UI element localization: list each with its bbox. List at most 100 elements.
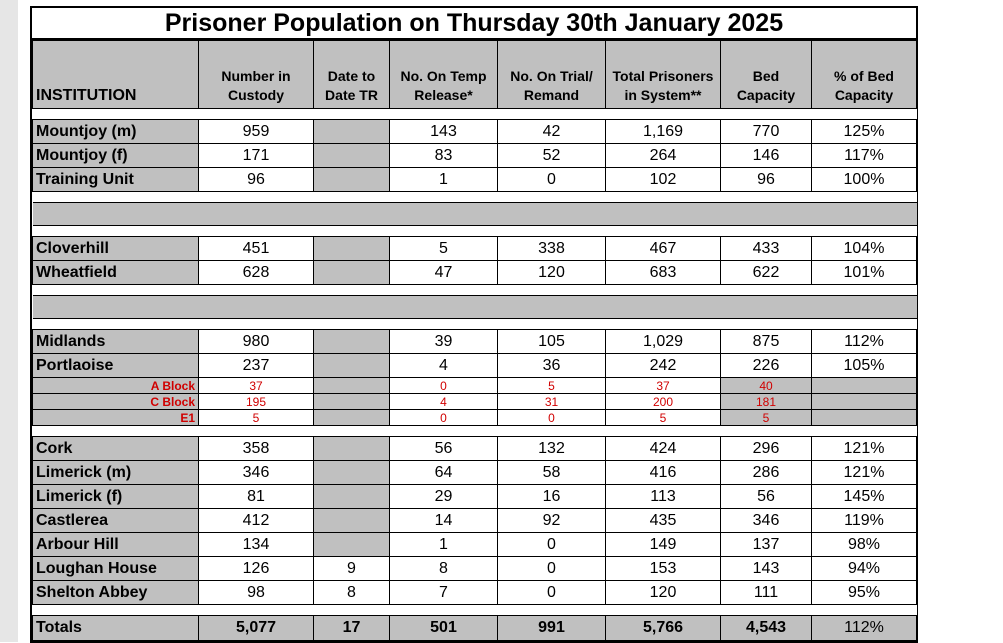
table-row: Loughan House 126 9 8 0 153 143 94% xyxy=(32,556,917,581)
total-custody: 5,077 xyxy=(198,615,314,641)
cell-date xyxy=(313,236,390,261)
cell-trial: 5 xyxy=(497,377,606,394)
page-title: Prisoner Population on Thursday 30th Jan… xyxy=(32,8,916,40)
spacer-row xyxy=(32,318,917,330)
cell-custody: 171 xyxy=(198,143,314,168)
cell-pct xyxy=(811,377,917,394)
cell-pct: 101% xyxy=(811,260,917,285)
cell-temp: 56 xyxy=(389,436,498,461)
institution-name: Limerick (m) xyxy=(32,460,199,485)
left-margin xyxy=(0,0,18,642)
cell-date xyxy=(313,260,390,285)
table-row: Training Unit 96 1 0 102 96 100% xyxy=(32,167,917,192)
cell-total: 5 xyxy=(605,409,721,426)
cell-date xyxy=(313,409,390,426)
cell-date xyxy=(313,119,390,144)
total-total: 5,766 xyxy=(605,615,721,641)
cell-pct: 95% xyxy=(811,580,917,605)
header-bed-capacity: Bed Capacity xyxy=(720,40,812,109)
cell-temp: 0 xyxy=(389,409,498,426)
spacer-row xyxy=(32,284,917,296)
cell-trial: 58 xyxy=(497,460,606,485)
cell-total: 1,029 xyxy=(605,329,721,354)
cell-pct: 117% xyxy=(811,143,917,168)
cell-date xyxy=(313,393,390,410)
cell-custody: 346 xyxy=(198,460,314,485)
institution-name: E1 xyxy=(32,409,199,426)
table-row: Mountjoy (f) 171 83 52 264 146 117% xyxy=(32,143,917,168)
table-row: Shelton Abbey 98 8 7 0 120 111 95% xyxy=(32,580,917,605)
cell-pct xyxy=(811,409,917,426)
header-trial-remand: No. On Trial/Remand xyxy=(497,40,606,109)
cell-bed: 226 xyxy=(720,353,812,378)
header-institution: INSTITUTION xyxy=(32,40,199,109)
cell-total: 264 xyxy=(605,143,721,168)
cell-trial: 338 xyxy=(497,236,606,261)
cell-custody: 195 xyxy=(198,393,314,410)
total-bed: 4,543 xyxy=(720,615,812,641)
cell-bed: 770 xyxy=(720,119,812,144)
cell-trial: 31 xyxy=(497,393,606,410)
total-pct: 112% xyxy=(811,615,917,641)
cell-bed: 56 xyxy=(720,484,812,509)
cell-temp: 4 xyxy=(389,393,498,410)
cell-temp: 1 xyxy=(389,532,498,557)
cell-bed: 96 xyxy=(720,167,812,192)
cell-date xyxy=(313,484,390,509)
cell-pct: 119% xyxy=(811,508,917,533)
cell-pct: 121% xyxy=(811,436,917,461)
cell-date xyxy=(313,353,390,378)
header-date-tr: Date to Date TR xyxy=(313,40,390,109)
cell-temp: 14 xyxy=(389,508,498,533)
cell-date xyxy=(313,377,390,394)
table-row: Mountjoy (m) 959 143 42 1,169 770 125% xyxy=(32,119,917,144)
cell-date: 9 xyxy=(313,556,390,581)
header-temp-release: No. On Temp Release* xyxy=(389,40,498,109)
spacer-row xyxy=(32,108,917,120)
cell-trial: 0 xyxy=(497,580,606,605)
institution-name: C Block xyxy=(32,393,199,410)
cell-bed: 5 xyxy=(720,409,812,426)
header-custody: Number in Custody xyxy=(198,40,314,109)
cell-custody: 451 xyxy=(198,236,314,261)
cell-total: 467 xyxy=(605,236,721,261)
cell-bed: 137 xyxy=(720,532,812,557)
cell-date xyxy=(313,508,390,533)
table-row: Limerick (f) 81 29 16 113 56 145% xyxy=(32,484,917,509)
sub-row: E1 5 0 0 5 5 xyxy=(32,409,917,426)
cell-trial: 16 xyxy=(497,484,606,509)
cell-temp: 47 xyxy=(389,260,498,285)
section-divider xyxy=(32,295,917,319)
cell-total: 149 xyxy=(605,532,721,557)
cell-bed: 286 xyxy=(720,460,812,485)
cell-custody: 81 xyxy=(198,484,314,509)
institution-name: Mountjoy (f) xyxy=(32,143,199,168)
institution-name: Shelton Abbey xyxy=(32,580,199,605)
institution-name: Mountjoy (m) xyxy=(32,119,199,144)
cell-bed: 111 xyxy=(720,580,812,605)
population-table: INSTITUTION Number in Custody Date to Date… xyxy=(32,40,917,641)
cell-temp: 0 xyxy=(389,377,498,394)
cell-custody: 37 xyxy=(198,377,314,394)
institution-name: Midlands xyxy=(32,329,199,354)
totals-row: Totals 5,077 17 501 991 5,766 4,543 112% xyxy=(32,615,917,641)
cell-date xyxy=(313,329,390,354)
cell-total: 424 xyxy=(605,436,721,461)
totals-label: Totals xyxy=(32,615,199,641)
cell-bed: 433 xyxy=(720,236,812,261)
cell-pct: 98% xyxy=(811,532,917,557)
cell-custody: 358 xyxy=(198,436,314,461)
cell-custody: 237 xyxy=(198,353,314,378)
spacer-row xyxy=(32,604,917,616)
table-row: Portlaoise 237 4 36 242 226 105% xyxy=(32,353,917,378)
cell-total: 113 xyxy=(605,484,721,509)
cell-custody: 98 xyxy=(198,580,314,605)
cell-total: 435 xyxy=(605,508,721,533)
cell-bed: 40 xyxy=(720,377,812,394)
header-total-prisoners: Total Prisoners in System** xyxy=(605,40,721,109)
spacer-row xyxy=(32,191,917,203)
cell-pct xyxy=(811,393,917,410)
cell-temp: 83 xyxy=(389,143,498,168)
institution-name: Loughan House xyxy=(32,556,199,581)
table-row: Midlands 980 39 105 1,029 875 112% xyxy=(32,329,917,354)
